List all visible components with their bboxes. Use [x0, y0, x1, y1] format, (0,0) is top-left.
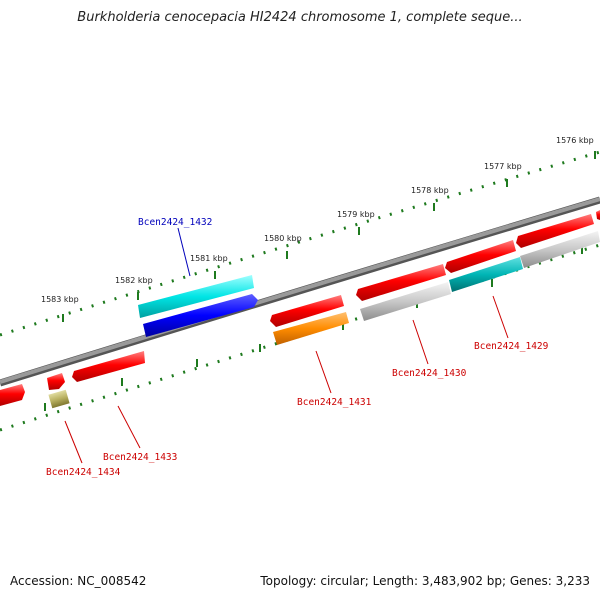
gene-label-bcen2424-1432[interactable]: Bcen2424_1432	[138, 217, 212, 228]
callout-lines	[64, 227, 509, 464]
callout-line-1430	[412, 319, 429, 365]
gene-box-olive[interactable]	[48, 389, 70, 409]
scale-tick-label: 1579 kbp	[337, 210, 375, 219]
scale-tick-label: 1577 kbp	[484, 162, 522, 171]
gene-arrow-right-1[interactable]	[516, 214, 594, 248]
gene-arrow-bcen2424-1433[interactable]	[72, 351, 145, 382]
forward-strand-features	[0, 210, 600, 406]
gene-arrow-bcen2424-1430-region[interactable]	[356, 264, 446, 301]
outer-scale-labels: 1576 kbp 1577 kbp 1578 kbp 1579 kbp 1580 kbp…	[41, 136, 594, 304]
map-title: Burkholderia cenocepacia HI2424 chromoso…	[77, 10, 523, 25]
gene-arrow-grey-1[interactable]	[360, 282, 451, 321]
scale-tick-label: 1578 kbp	[411, 186, 449, 195]
gene-label-bcen2424-1430[interactable]: Bcen2424_1430	[392, 368, 467, 379]
callout-line-1434	[64, 420, 83, 464]
callout-line-1431	[315, 350, 332, 394]
callout-line-1433	[117, 405, 141, 449]
gene-arrow-bcen2424-1434[interactable]	[47, 373, 65, 390]
gene-label-bcen2424-1429[interactable]: Bcen2424_1429	[474, 341, 549, 352]
gene-arrow-bcen2424-1431-region[interactable]	[270, 295, 344, 327]
gene-label-bcen2424-1434[interactable]: Bcen2424_1434	[46, 467, 121, 478]
accession-text: Accession: NC_008542	[10, 574, 147, 588]
gene-arrow-bcen2424-1429-region[interactable]	[445, 240, 516, 273]
scale-tick-label: 1582 kbp	[115, 276, 153, 285]
reverse-strand-features	[48, 231, 600, 409]
callout-line-1432	[177, 227, 191, 277]
scale-tick-label: 1581 kbp	[190, 254, 228, 263]
scale-tick-label: 1576 kbp	[556, 136, 594, 145]
outer-scale-major-ticks	[62, 151, 596, 322]
gene-arrow-orange[interactable]	[273, 312, 349, 345]
chromosome-backbone	[0, 197, 600, 384]
gene-arrow-blue[interactable]	[143, 294, 258, 337]
scale-tick-label: 1583 kbp	[41, 295, 79, 304]
gene-arrow-left-edge[interactable]	[0, 384, 25, 406]
callout-line-1429	[492, 295, 509, 339]
outer-scale: 1576 kbp 1577 kbp 1578 kbp 1579 kbp 1580 kbp…	[0, 136, 600, 337]
gene-arrow-grey-2[interactable]	[520, 231, 600, 268]
gene-arrow-bcen2424-1432[interactable]	[138, 275, 254, 318]
topology-summary: Topology: circular; Length: 3,483,902 bp…	[260, 574, 590, 588]
gene-arrow-right-edge[interactable]	[596, 210, 600, 220]
gene-label-bcen2424-1433[interactable]: Bcen2424_1433	[103, 452, 177, 463]
gene-labels: Bcen2424_1432 Bcen2424_1431 Bcen2424_143…	[46, 217, 549, 478]
scale-tick-label: 1580 kbp	[264, 234, 302, 243]
gene-arrow-teal[interactable]	[449, 257, 523, 292]
gene-label-bcen2424-1431[interactable]: Bcen2424_1431	[297, 397, 372, 408]
